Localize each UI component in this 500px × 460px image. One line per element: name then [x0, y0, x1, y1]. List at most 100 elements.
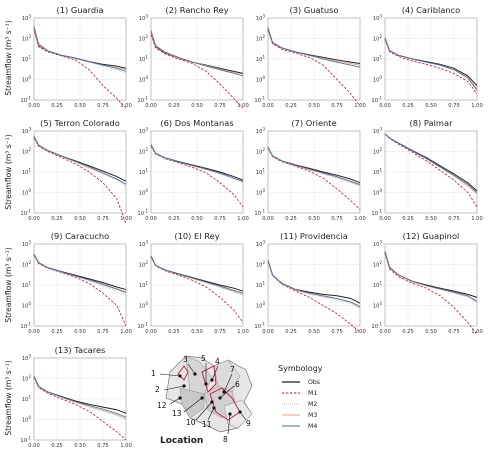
y-tick-label: 101 — [22, 168, 32, 177]
x-tick-label: 0.25 — [51, 216, 63, 222]
x-tick-label: 0.75 — [97, 329, 109, 335]
series-m2-line — [150, 255, 244, 297]
y-tick-label: 100 — [373, 301, 383, 310]
x-tick-label: 1.00 — [120, 443, 132, 449]
map-station-labels: 1 2 3 4 5 6 7 8 9 10 11 12 13 — [151, 354, 251, 444]
y-tick-label: 101 — [22, 281, 32, 290]
x-tick-label: 1.00 — [120, 329, 132, 335]
map-location-label: Location — [160, 436, 203, 446]
x-tick-label: 0.50 — [425, 103, 437, 109]
map-station-7: 7 — [230, 365, 235, 374]
series-m1-line — [33, 137, 127, 224]
x-tick-label: 0.50 — [308, 329, 320, 335]
series-m4-line — [267, 27, 361, 68]
series-m4-line — [33, 253, 127, 293]
y-tick-label: 103 — [22, 14, 32, 23]
panel-5: (5) Terron Colorado 0.00 0.25 0.50 0.75 1.00 1… — [20, 118, 132, 224]
y-tick-label: 102 — [22, 260, 32, 269]
panel-8: (8) Palmar 0.00 0.25 0.50 0.75 1.00 103 102 101 1… — [371, 118, 482, 222]
panel-title: (12) Guapinol — [403, 231, 460, 241]
panel-title: (3) Guatuso — [289, 5, 338, 15]
x-tick-label: 1.00 — [471, 216, 483, 222]
panel-11: (11) Providencia 0.00 0.25 0.50 0.75 1.00 103 1… — [254, 231, 365, 335]
legend: Symbology Obs M1 M2 M3 M4 — [278, 364, 323, 430]
y-tick-label: 10-1 — [137, 96, 148, 105]
legend-label: M1 — [308, 390, 317, 397]
y-tick-label: 100 — [139, 301, 149, 310]
x-tick-label: 1.00 — [237, 329, 249, 335]
panel-title: (2) Rancho Rey — [165, 5, 228, 15]
series-m1-line — [150, 146, 244, 208]
map-station-1: 1 — [151, 369, 156, 378]
x-tick-label: 0.75 — [97, 103, 109, 109]
series-m1-line — [150, 34, 244, 109]
x-tick-label: 0.25 — [51, 329, 63, 335]
panel-1: (1) Guardia 0.00 0.25 0.50 0.75 1.00 103 102 101… — [20, 5, 131, 109]
series-m4-line — [150, 144, 244, 182]
y-tick-label: 103 — [256, 14, 266, 23]
x-tick-label: 0.50 — [74, 443, 86, 449]
x-tick-label: 1.00 — [471, 329, 483, 335]
series-m1-line — [267, 148, 361, 210]
x-tick-label: 0.50 — [425, 329, 437, 335]
y-tick-label: 100 — [22, 301, 32, 310]
legend-label: M2 — [308, 401, 317, 408]
panel-13: (13) Tacares 0.00 0.25 0.50 0.75 1.00 103 102 10… — [20, 345, 131, 449]
location-map: 1 2 3 4 5 6 7 8 9 10 11 12 13 Location — [151, 354, 253, 446]
series-m1-line — [267, 261, 361, 333]
y-tick-label: 101 — [139, 281, 149, 290]
x-tick-label: 0.50 — [191, 216, 203, 222]
legend-item-m3: M3 — [282, 412, 317, 419]
series-m1-line — [267, 30, 361, 107]
x-tick-label: 0.75 — [214, 216, 226, 222]
legend-item-m2: M2 — [282, 401, 317, 408]
series-m4-line — [384, 250, 478, 303]
map-station-10: 10 — [186, 418, 196, 427]
x-tick-label: 0.00 — [145, 216, 157, 222]
panel-3: (3) Guatuso 0.00 0.25 0.50 0.75 1.00 103 102 101… — [254, 5, 365, 109]
y-tick-label: 10-1 — [20, 322, 31, 331]
x-tick-label: 1.00 — [120, 216, 132, 222]
panel-title: (11) Providencia — [280, 231, 348, 241]
x-tick-label: 0.75 — [448, 329, 460, 335]
panel-title: (4) Cariblanco — [402, 5, 461, 15]
y-tick-label: 103 — [373, 240, 383, 249]
y-tick-label: 102 — [139, 260, 149, 269]
panel-title: (1) Guardia — [56, 5, 103, 15]
y-tick-label: 103 — [139, 14, 149, 23]
panel-title: (13) Tacares — [55, 345, 106, 355]
y-tick-label: 10-1 — [20, 96, 31, 105]
series-m4-line — [267, 146, 361, 185]
panel-title: (9) Caracucho — [51, 231, 109, 241]
y-tick-label: 101 — [373, 55, 383, 64]
x-tick-label: 0.00 — [262, 329, 274, 335]
panel-7: (7) Oriente 0.00 0.25 0.50 0.75 1.00 103 102 101… — [254, 118, 365, 222]
x-tick-label: 0.00 — [145, 103, 157, 109]
map-station-5: 5 — [201, 354, 206, 363]
y-tick-label: 102 — [373, 34, 383, 43]
x-tick-label: 1.00 — [354, 329, 366, 335]
x-tick-label: 1.00 — [237, 103, 249, 109]
y-tick-label: 101 — [139, 168, 149, 177]
map-station-9: 9 — [246, 419, 251, 428]
x-tick-label: 0.25 — [168, 103, 180, 109]
x-tick-label: 0.75 — [331, 329, 343, 335]
y-tick-label: 10-1 — [371, 322, 382, 331]
x-tick-label: 0.00 — [379, 216, 391, 222]
x-tick-label: 1.00 — [471, 103, 483, 109]
x-tick-label: 0.25 — [402, 103, 414, 109]
panel-title: (5) Terron Colorado — [40, 118, 120, 128]
y-tick-label: 100 — [373, 75, 383, 84]
x-tick-label: 0.25 — [51, 443, 63, 449]
y-tick-label: 102 — [256, 34, 266, 43]
y-tick-label: 100 — [22, 75, 32, 84]
legend-item-m1: M1 — [282, 390, 317, 397]
series-m1-line — [33, 30, 127, 109]
y-tick-label: 10-1 — [371, 96, 382, 105]
x-tick-label: 0.25 — [402, 216, 414, 222]
y-tick-label: 100 — [139, 75, 149, 84]
x-tick-label: 0.50 — [74, 329, 86, 335]
y-tick-label: 101 — [373, 168, 383, 177]
map-station-3: 3 — [183, 355, 188, 364]
